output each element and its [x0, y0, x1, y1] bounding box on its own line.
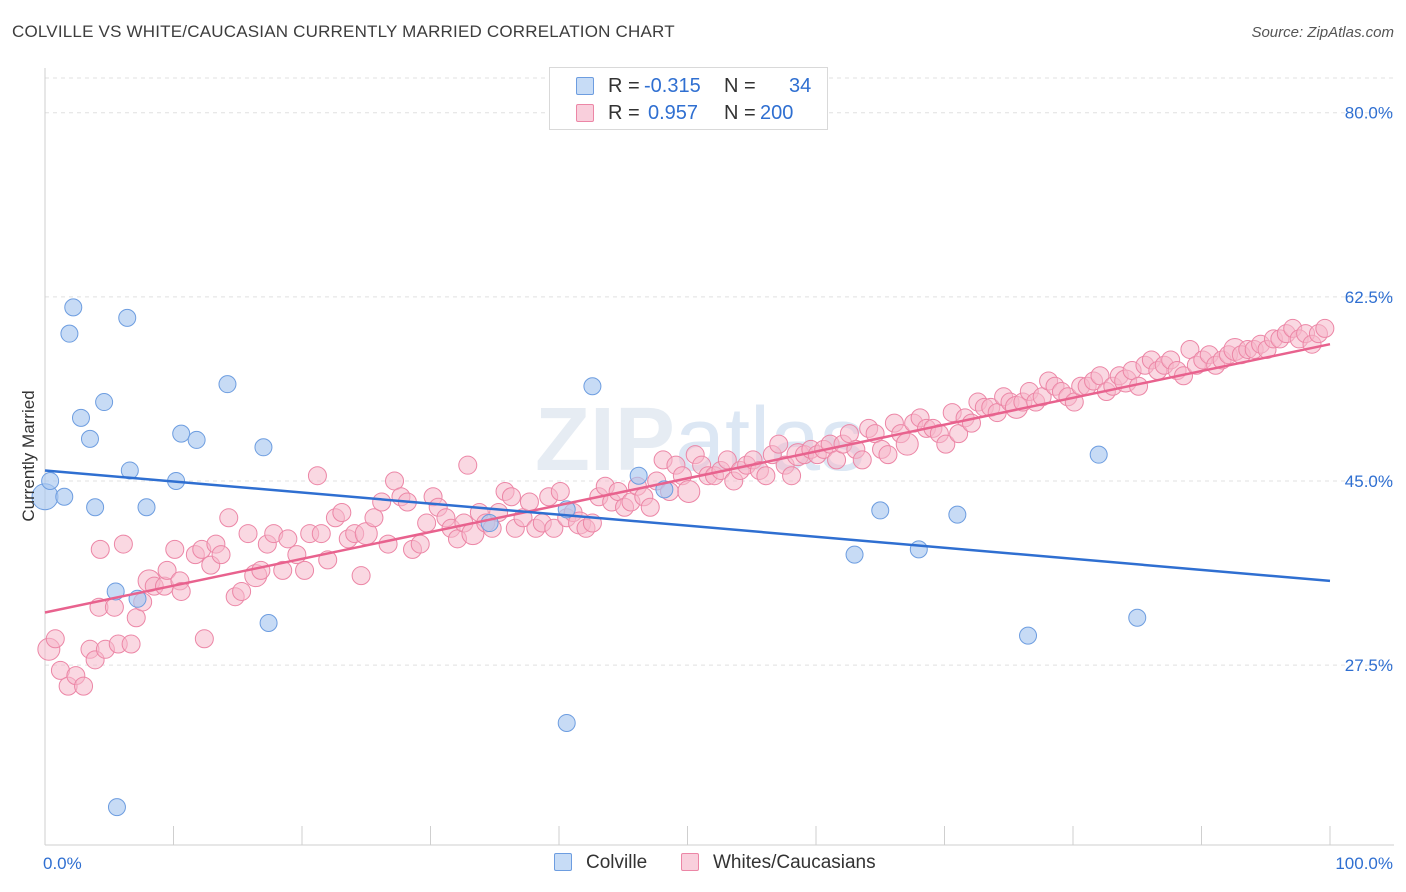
correlation-legend: R = -0.315 N = 34 R = 0.957 N = 200	[549, 67, 828, 130]
colville-point	[845, 545, 864, 564]
whites-swatch	[576, 104, 594, 122]
colville-point	[172, 424, 191, 443]
whites-point	[410, 534, 430, 554]
colville-point	[64, 298, 83, 317]
colville-point	[871, 501, 890, 520]
colville-point	[948, 505, 967, 524]
whites-trend-line	[44, 342, 1331, 614]
whites-point	[171, 581, 191, 601]
colville-point	[86, 498, 105, 517]
colville-point	[218, 375, 237, 394]
whites-point	[364, 508, 384, 528]
whites-point	[251, 560, 271, 580]
colville-point	[254, 438, 273, 457]
whites-point	[756, 466, 776, 486]
y-tick-label: 80.0%	[1345, 104, 1393, 123]
whites-point	[501, 487, 521, 507]
whites-point	[74, 676, 94, 696]
whites-point	[550, 481, 570, 501]
whites-point	[640, 497, 660, 517]
colville-point	[137, 498, 156, 517]
y-tick-label: 62.5%	[1345, 288, 1393, 307]
whites-point	[295, 560, 315, 580]
whites-point	[273, 560, 293, 580]
whites-point	[519, 492, 539, 512]
legend-n-value: 200	[760, 102, 794, 124]
colville-point	[107, 798, 126, 817]
x-tick-label: 100.0%	[1335, 854, 1393, 873]
colville-swatch	[576, 77, 594, 95]
whites-point	[232, 581, 252, 601]
whites-point	[936, 434, 956, 454]
colville-point	[71, 408, 90, 427]
y-tick-label: 27.5%	[1345, 656, 1393, 675]
whites-point	[332, 503, 352, 523]
colville-point	[41, 471, 60, 490]
whites-point	[45, 629, 65, 649]
legend-n-label: N =	[724, 75, 756, 97]
legend-r-value: -0.315	[644, 75, 701, 97]
whites-point	[211, 545, 231, 565]
colville-point	[1128, 608, 1147, 627]
legend-r-label: R =	[608, 102, 640, 124]
whites-point	[895, 432, 919, 456]
x-tick-label: 0.0%	[43, 854, 82, 873]
whites-point	[878, 445, 898, 465]
whites-point	[90, 539, 110, 559]
whites-point	[307, 466, 327, 486]
colville-point	[80, 429, 99, 448]
y-axis-label: Currently Married	[19, 390, 38, 521]
whites-point	[165, 539, 185, 559]
whites-point	[113, 534, 133, 554]
whites-point	[104, 597, 124, 617]
legend-n-value: 34	[789, 75, 812, 97]
whites-point	[194, 629, 214, 649]
whites-point	[157, 560, 177, 580]
colville-point	[118, 308, 137, 327]
colville-point	[55, 487, 74, 506]
colville-point	[480, 514, 499, 533]
source-label: Source: ZipAtlas.com	[1251, 24, 1394, 41]
whites-point	[278, 529, 298, 549]
whites-point	[458, 455, 478, 475]
colville-point	[583, 377, 602, 396]
whites-point	[544, 518, 564, 538]
whites-point	[378, 534, 398, 554]
colville-point	[259, 614, 278, 633]
whites-point	[782, 466, 802, 486]
whites-point	[1315, 318, 1335, 338]
whites-point	[677, 479, 701, 503]
series-name-colville: Colville	[586, 852, 648, 873]
colville-point	[95, 393, 114, 412]
whites-point	[311, 524, 331, 544]
y-tick-label: 45.0%	[1345, 472, 1393, 491]
colville-swatch	[554, 853, 572, 871]
whites-point	[351, 566, 371, 586]
colville-point	[1019, 626, 1038, 645]
whites-point	[372, 492, 392, 512]
colville-point	[1089, 445, 1108, 464]
colville-point	[629, 466, 648, 485]
legend-r-value: 0.957	[648, 102, 699, 124]
whites-point	[852, 450, 872, 470]
series-name-whites: Whites/Caucasians	[713, 852, 876, 873]
whites-point	[417, 513, 437, 533]
whites-point	[121, 634, 141, 654]
chart-title: COLVILLE VS WHITE/CAUCASIAN CURRENTLY MA…	[12, 22, 675, 41]
whites-point	[238, 524, 258, 544]
legend-n-label: N =	[724, 102, 756, 124]
colville-point	[909, 540, 928, 559]
colville-point	[187, 430, 206, 449]
whites-swatch	[681, 853, 699, 871]
legend-r-label: R =	[608, 75, 640, 97]
whites-point	[769, 434, 789, 454]
whites-point	[219, 508, 239, 528]
colville-point	[60, 324, 79, 343]
colville-point	[557, 713, 576, 732]
colville-trend-line	[44, 469, 1331, 583]
